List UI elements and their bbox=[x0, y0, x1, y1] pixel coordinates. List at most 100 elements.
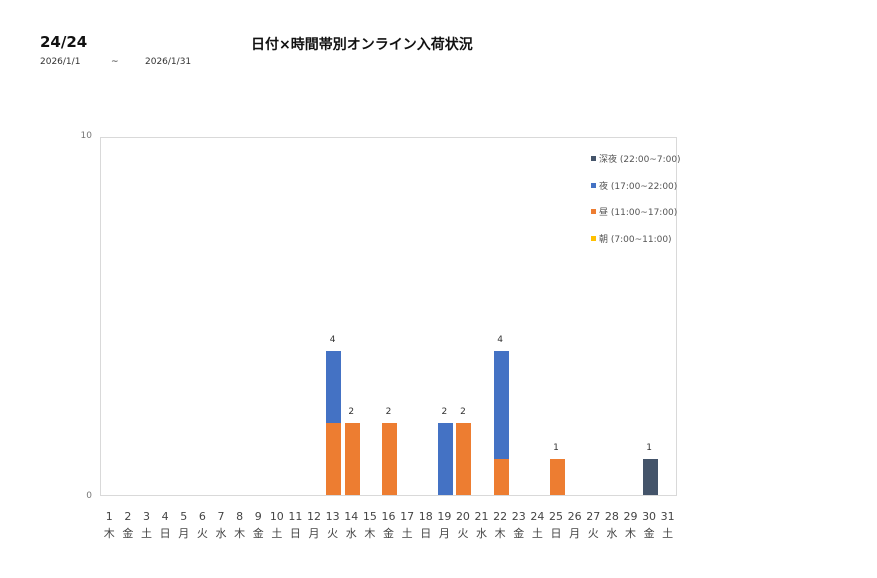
x-day-label: 2 bbox=[124, 510, 132, 523]
x-weekday-label: 日 bbox=[159, 527, 171, 540]
bar-total-label: 4 bbox=[497, 335, 504, 346]
x-day-label: 30 bbox=[642, 510, 657, 523]
x-day-label: 19 bbox=[437, 510, 452, 523]
x-weekday-label: 月 bbox=[178, 527, 190, 540]
x-weekday-label: 木 bbox=[494, 527, 506, 540]
legend-swatch-icon bbox=[591, 182, 596, 188]
x-axis-category: 20 火 bbox=[454, 508, 473, 542]
x-axis-category: 19 月 bbox=[435, 508, 454, 542]
bar-segment bbox=[456, 423, 472, 495]
x-day-label: 4 bbox=[161, 510, 169, 523]
x-day-label: 6 bbox=[198, 510, 206, 523]
bar-total-label: 4 bbox=[329, 335, 336, 346]
bar-total-label: 2 bbox=[348, 407, 355, 418]
x-axis-category: 26 月 bbox=[565, 508, 584, 542]
page-indicator: 24/24 bbox=[40, 33, 88, 51]
bar-segment bbox=[493, 351, 509, 460]
bar-day-30 bbox=[642, 459, 658, 495]
x-axis-category: 25 日 bbox=[547, 508, 566, 542]
x-day-label: 16 bbox=[381, 510, 396, 523]
x-day-label: 14 bbox=[344, 510, 359, 523]
bar-segment bbox=[382, 423, 397, 495]
x-weekday-label: 木 bbox=[103, 527, 115, 540]
x-axis-category: 18 日 bbox=[416, 508, 435, 542]
x-day-label: 7 bbox=[217, 510, 225, 523]
x-day-label: 18 bbox=[418, 510, 433, 523]
x-weekday-label: 金 bbox=[643, 527, 655, 540]
x-day-label: 10 bbox=[269, 510, 284, 523]
bar-total-label: 1 bbox=[646, 443, 652, 454]
x-weekday-label: 金 bbox=[252, 527, 264, 540]
x-weekday-label: 土 bbox=[141, 527, 153, 540]
x-day-label: 15 bbox=[362, 510, 377, 523]
x-weekday-label: 火 bbox=[457, 527, 469, 540]
x-day-label: 23 bbox=[511, 510, 526, 523]
x-axis-category: 21 水 bbox=[472, 508, 491, 542]
x-weekday-label: 月 bbox=[569, 527, 581, 540]
x-axis-category: 28 水 bbox=[603, 508, 622, 542]
x-weekday-label: 金 bbox=[513, 527, 525, 540]
bar-day-13 bbox=[326, 351, 342, 495]
x-day-label: 21 bbox=[474, 510, 489, 523]
x-axis-category: 16 金 bbox=[379, 508, 398, 542]
legend-item-morning: 朝 (7:00~11:00) bbox=[591, 232, 681, 245]
x-weekday-label: 火 bbox=[327, 527, 339, 540]
x-weekday-label: 水 bbox=[606, 527, 618, 540]
x-weekday-label: 月 bbox=[438, 527, 450, 540]
x-weekday-label: 水 bbox=[345, 527, 357, 540]
x-weekday-label: 土 bbox=[662, 527, 674, 540]
bar-day-19 bbox=[437, 423, 453, 495]
x-day-label: 24 bbox=[530, 510, 545, 523]
x-day-label: 11 bbox=[288, 510, 303, 523]
x-weekday-label: 金 bbox=[122, 527, 134, 540]
bar-segment bbox=[642, 459, 658, 495]
bar-day-22 bbox=[493, 351, 509, 495]
x-day-label: 22 bbox=[493, 510, 508, 523]
x-day-label: 1 bbox=[105, 510, 113, 523]
x-weekday-label: 火 bbox=[196, 527, 208, 540]
x-axis-category: 12 月 bbox=[305, 508, 324, 542]
x-axis-category: 14 水 bbox=[342, 508, 361, 542]
bar-segment bbox=[549, 459, 565, 495]
x-axis-category: 22 木 bbox=[491, 508, 510, 542]
legend-item-day: 昼 (11:00~17:00) bbox=[591, 205, 681, 218]
x-axis-category: 30 金 bbox=[640, 508, 659, 542]
x-axis-category: 23 金 bbox=[509, 508, 528, 542]
x-axis-category: 31 土 bbox=[658, 508, 677, 542]
x-weekday-label: 土 bbox=[271, 527, 283, 540]
x-weekday-label: 日 bbox=[550, 527, 562, 540]
bar-segment bbox=[344, 423, 360, 495]
bar-day-14 bbox=[344, 423, 360, 495]
bar-total-label: 2 bbox=[441, 407, 448, 418]
bar-total-label: 1 bbox=[553, 443, 559, 454]
bar-total-label: 2 bbox=[385, 407, 392, 418]
bar-total-label: 2 bbox=[460, 407, 466, 418]
legend: 深夜 (22:00~7:00) 夜 (17:00~22:00) 昼 (11:00… bbox=[591, 152, 681, 258]
legend-item-late-night: 深夜 (22:00~7:00) bbox=[591, 152, 681, 165]
bar-segment bbox=[326, 351, 342, 424]
x-axis-category: 29 木 bbox=[621, 508, 640, 542]
x-axis-category: 15 木 bbox=[361, 508, 380, 542]
y-tick-max: 10 bbox=[80, 131, 92, 141]
x-weekday-label: 土 bbox=[401, 527, 413, 540]
chart-title: 日付×時間帯別オンライン入荷状況 bbox=[251, 37, 473, 53]
x-day-label: 5 bbox=[180, 510, 188, 523]
x-axis-category: 24 土 bbox=[528, 508, 547, 542]
date-range-separator: ~ bbox=[111, 57, 119, 67]
legend-swatch-icon bbox=[591, 156, 596, 161]
date-range-end: 2026/1/31 bbox=[145, 57, 192, 67]
x-weekday-label: 金 bbox=[382, 527, 394, 540]
x-day-label: 9 bbox=[254, 510, 262, 523]
x-day-label: 28 bbox=[604, 510, 619, 523]
x-weekday-label: 火 bbox=[587, 527, 599, 540]
x-weekday-label: 水 bbox=[476, 527, 488, 540]
x-day-label: 20 bbox=[455, 510, 470, 523]
x-axis-category: 10 土 bbox=[268, 508, 287, 542]
